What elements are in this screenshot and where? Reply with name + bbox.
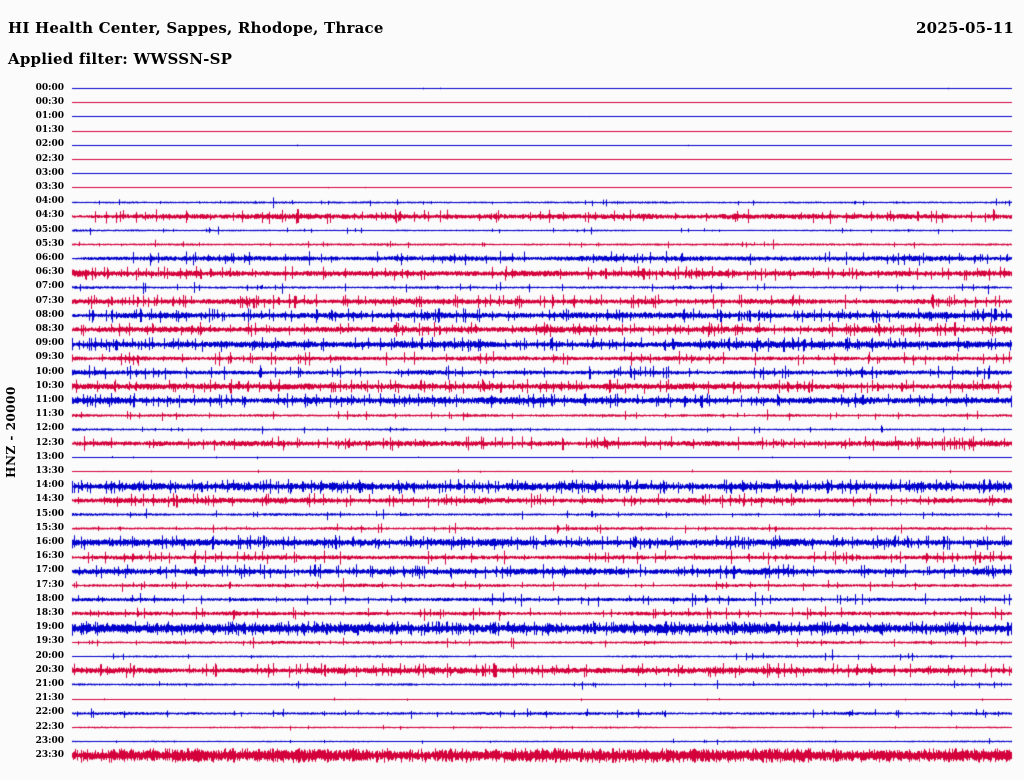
helicorder-trace-canvas <box>0 0 1024 780</box>
helicorder-page: HI Health Center, Sappes, Rhodope, Thrac… <box>0 0 1024 780</box>
